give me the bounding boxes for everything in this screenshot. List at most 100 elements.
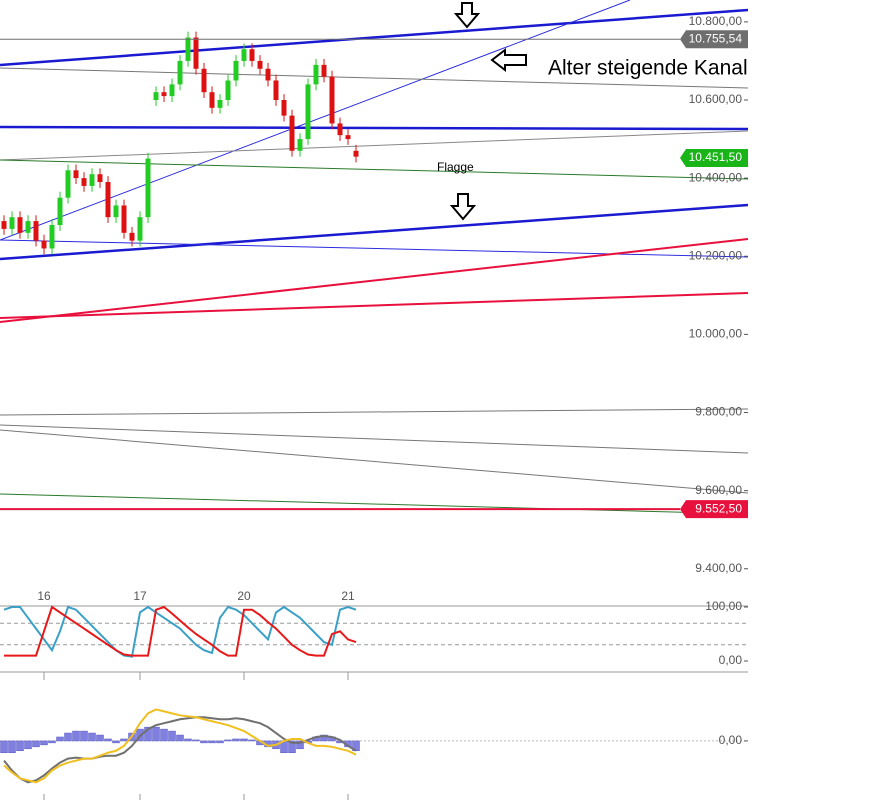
x-tick-label: 17 [133,589,147,603]
price-badge [680,149,748,168]
candle-body [321,64,327,77]
histogram-bar [96,734,104,742]
histogram-bar [224,739,232,742]
candle-body [41,240,47,249]
candle-body [273,80,279,100]
candle-body [329,76,335,124]
candle-body [353,150,359,157]
candle-body [185,37,191,61]
x-tick-label: 20 [237,589,251,603]
histogram-bar [48,740,56,744]
indicator-line [3,605,357,658]
indicator-line [3,708,357,784]
x-tick-label: 21 [341,589,355,603]
annotation: Flagge [437,160,474,174]
candle-body [161,92,167,97]
candle-body [1,221,7,229]
histogram-bar [296,740,304,750]
histogram-bar [104,738,112,742]
histogram-bar [184,738,192,742]
candle-body [313,64,319,85]
y-tick-label: 9.600,00 [695,483,742,497]
histogram-bar [40,740,48,746]
histogram-bar [144,726,152,742]
y-tick-label: 0,00 [719,733,743,747]
y-tick-label: 10.600,00 [689,92,743,106]
x-tick-label: 16 [37,589,51,603]
histogram-bar [112,740,120,744]
candle-body [73,170,79,179]
histogram-bar [160,728,168,742]
indicator-line [3,716,357,784]
histogram-bar [288,740,296,753]
histogram-bar [232,738,240,742]
candle-body [145,158,151,218]
candle-body [89,174,95,186]
candle-body [225,80,231,100]
candle-body [193,37,199,69]
histogram-bar [8,740,16,753]
price-badge [680,500,748,519]
candle-body [289,115,295,151]
y-tick-label: 100,00 [705,599,742,613]
candle-body [297,139,303,151]
candle-body [121,205,127,233]
price-badge-label: 9.552,50 [695,501,742,515]
candle-body [345,135,351,140]
histogram-bar [72,730,80,742]
candle-body [113,205,119,218]
candle-body [17,217,23,233]
candle-body [217,100,223,108]
histogram-bar [80,730,88,742]
histogram-bar [152,726,160,742]
indicator-line [4,605,357,657]
candle-body [153,92,159,100]
candle-body [233,60,239,81]
histogram-bar [216,740,224,744]
histogram-bar [208,740,216,744]
candle-body [249,49,255,61]
histogram-bar [16,740,24,752]
price-badge [680,30,748,49]
candle-body [49,225,55,249]
histogram-bar [56,736,64,742]
candle-body [25,221,31,233]
candle-body [201,68,207,93]
candle-body [257,60,263,69]
histogram-bar [120,738,128,742]
price-badge-label: 10.755,54 [689,31,743,45]
histogram-bar [88,732,96,742]
candle-body [9,217,15,229]
y-tick-label: 9.400,00 [695,561,742,575]
y-tick-label: 10.800,00 [689,14,743,28]
candle-body [97,174,103,183]
histogram-bar [64,732,72,742]
y-tick-label: 10.400,00 [689,170,743,184]
price-badge-label: 10.451,50 [689,150,743,164]
candle-body [241,49,247,61]
candle-body [105,182,111,218]
candle-body [305,84,311,140]
y-tick-label: 0,00 [719,653,743,667]
histogram-bar [0,740,8,753]
candle-body [65,170,71,198]
candle-body [281,100,287,116]
candle-body [169,84,175,97]
y-tick-label: 10.000,00 [689,327,743,341]
candle-body [81,178,87,186]
trendlines [0,0,749,515]
candle-body [57,197,63,225]
candle-body [129,232,135,241]
y-tick-label: 10.200,00 [689,248,743,262]
histogram-bar [200,740,208,744]
histogram-bar [176,734,184,742]
candle-body [33,221,39,241]
candle-body [209,92,215,108]
histogram-bar [32,740,40,748]
histogram-bar [240,738,248,742]
candle-body [265,68,271,81]
histogram-bar [24,740,32,750]
candle-body [177,60,183,85]
histogram-bar [248,739,256,742]
